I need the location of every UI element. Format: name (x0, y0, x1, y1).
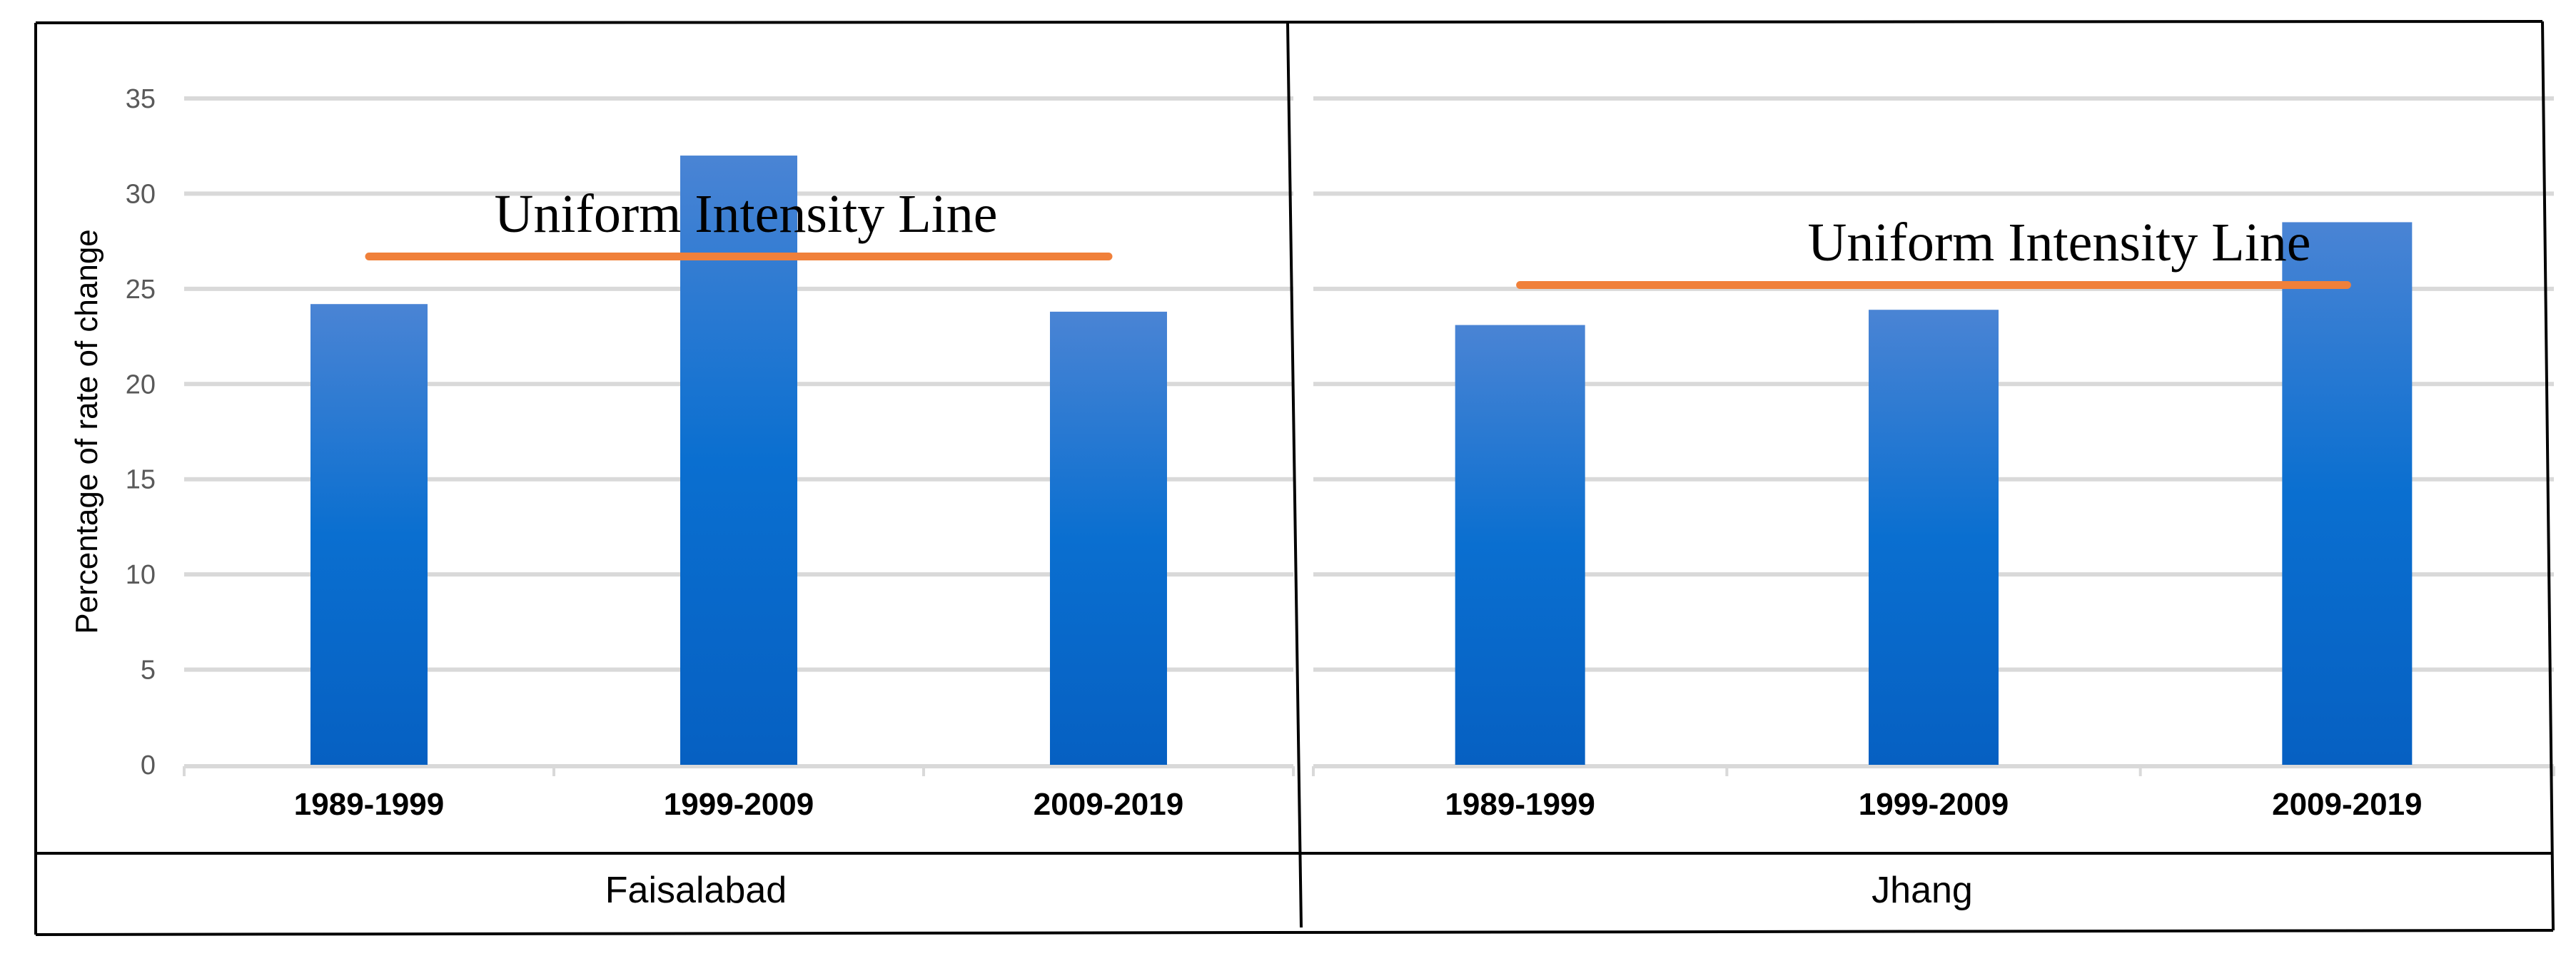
y-tick-label: 35 (126, 84, 156, 114)
uniform-intensity-label: Uniform Intensity Line (495, 184, 998, 244)
bar-faisalabad-2009-2019 (1050, 311, 1167, 765)
bars-layer (310, 156, 2413, 766)
y-tick-label: 5 (141, 656, 156, 686)
frame-top (35, 20, 2543, 24)
x-tick-label: 2009-2019 (1034, 787, 1183, 822)
y-tick-label: 30 (126, 179, 156, 209)
y-axis-title: Percentage of rate of change (69, 229, 104, 634)
bar-jhang-2009-2019 (2282, 222, 2413, 765)
x-tick-label: 1989-1999 (294, 787, 444, 822)
frame-right (2541, 21, 2555, 931)
bar-jhang-1989-1999 (1455, 325, 1585, 765)
x-tick-label: 1989-1999 (1445, 787, 1595, 822)
frame-layer (34, 20, 2555, 936)
labels-layer: 0 5 10 15 20 25 30 35 Percentage of rate of chan… (69, 84, 2423, 911)
bar-faisalabad-1989-1999 (310, 304, 428, 766)
group-label-jhang: Jhang (1872, 870, 1973, 911)
bar-jhang-1999-2009 (1869, 310, 1999, 765)
bar-faisalabad-1999-2009 (680, 156, 797, 766)
frame-bottom (35, 929, 2554, 936)
y-tick-label: 0 (141, 751, 156, 781)
y-tick-label: 10 (126, 560, 156, 590)
uniform-intensity-label: Uniform Intensity Line (1808, 213, 2311, 273)
y-tick-label: 25 (126, 275, 156, 305)
panel-divider (1286, 22, 1303, 928)
uniform-lines-layer (365, 252, 2351, 290)
x-tick-label: 1999-2009 (1859, 787, 2009, 822)
group-label-faisalabad: Faisalabad (605, 870, 787, 911)
y-tick-label: 15 (126, 465, 156, 495)
x-tick-label: 1999-2009 (664, 787, 814, 822)
y-tick-label: 20 (126, 370, 156, 400)
x-tick-label: 2009-2019 (2272, 787, 2422, 822)
